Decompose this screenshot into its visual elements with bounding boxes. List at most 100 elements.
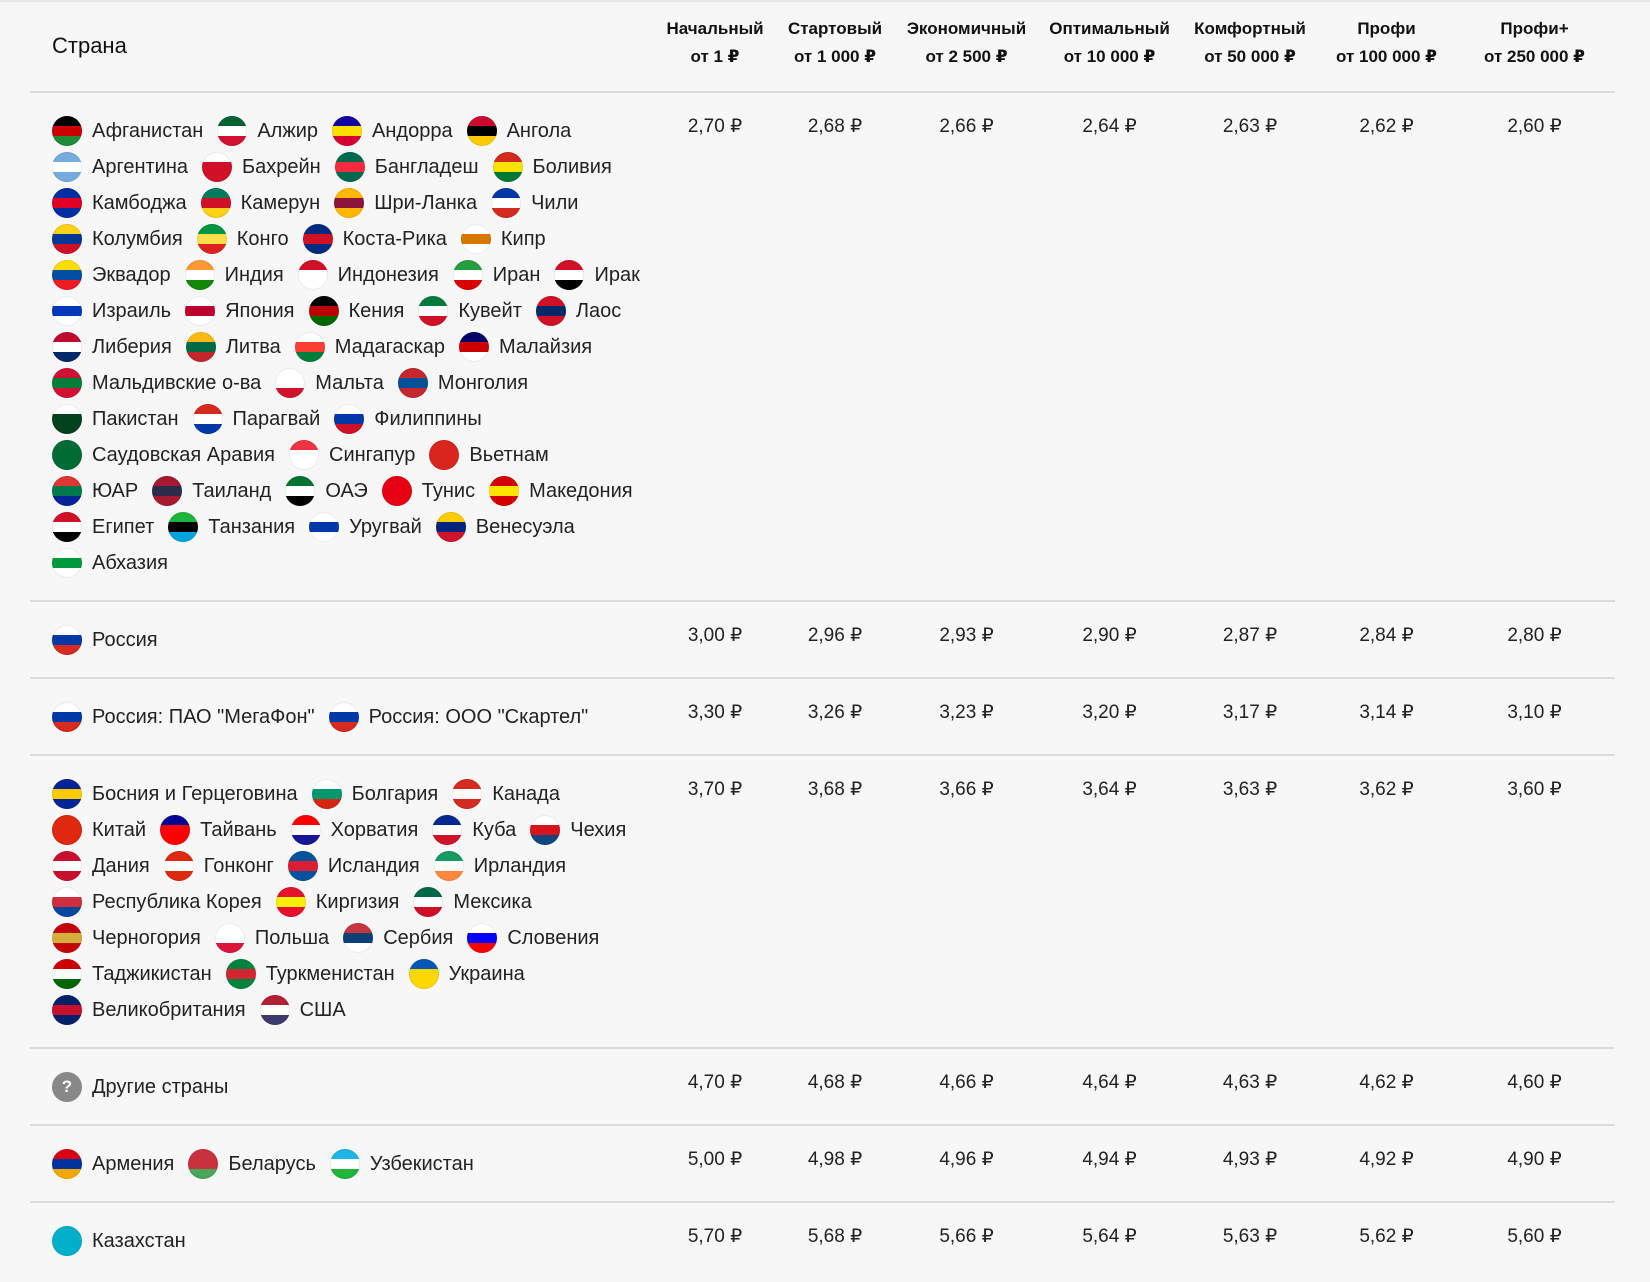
country-name: Кипр: [500, 227, 546, 250]
price-cell: 5,70 ₽: [687, 1226, 743, 1247]
country-item: ОАЭ: [285, 473, 368, 509]
price-cell: 2,87 ₽: [1181, 601, 1319, 679]
flag-uruguay-icon: [309, 512, 340, 542]
country-item: Армения: [52, 1146, 174, 1182]
flag-turkmenistan-icon: [225, 959, 256, 989]
country-name: Вьетнам: [469, 443, 549, 466]
country-name: Пакистан: [92, 407, 179, 430]
country-name: Таджикистан: [92, 962, 212, 985]
table-row: Россия 3,00 ₽2,96 ₽2,93 ₽2,90 ₽2,87 ₽2,84…: [30, 601, 1615, 679]
price-cell: 2,60 ₽: [1454, 92, 1615, 602]
country-name: Монголия: [437, 371, 529, 394]
country-name: Малайзия: [498, 335, 593, 358]
country-name: Ангола: [506, 119, 572, 142]
table-row: Армения Беларусь Узбекистан 5,00 ₽4,98 ₽4,9…: [30, 1125, 1615, 1203]
country-item: Венесуэла: [435, 509, 575, 545]
tier-header: Комфортный от 50 000 ₽: [1181, 0, 1319, 93]
country-item: Колумбия: [52, 221, 183, 257]
country-name: Танзания: [208, 515, 296, 538]
country-name: Польша: [254, 926, 330, 949]
flag-madagascar-icon: [294, 332, 325, 362]
country-name: Хорватия: [330, 818, 419, 841]
flag-tanzania-icon: [168, 512, 199, 542]
tier-header: Начальный от 1 ₽: [655, 0, 775, 93]
country-name: Колумбия: [92, 227, 183, 250]
price-cell: 5,62 ₽: [1359, 1226, 1414, 1247]
country-list: Армения Беларусь Узбекистан: [52, 1146, 655, 1182]
country-name: Боливия: [532, 155, 612, 178]
country-item: Кипр: [460, 221, 546, 257]
country-item: Боливия: [492, 149, 612, 185]
country-name: Парагвай: [232, 407, 321, 430]
price-cell: 3,20 ₽: [1038, 678, 1181, 756]
country-item: Россия: ООО "Скартел": [328, 699, 588, 735]
country-item: Болгария: [311, 776, 438, 812]
flag-russia-icon: [52, 702, 82, 732]
country-item: Парагвай: [192, 401, 321, 437]
country-list: Россия: ПАО "МегаФон" Россия: ООО "Скарте…: [52, 699, 655, 735]
price-cell: 2,70 ₽: [655, 92, 775, 602]
flag-uae-icon: [285, 476, 316, 506]
country-item: США: [259, 992, 346, 1028]
flag-colombia-icon: [52, 224, 82, 254]
price-cell: 3,68 ₽: [775, 755, 895, 1049]
country-item: Таиланд: [152, 473, 271, 509]
country-item: Кувейт: [418, 293, 522, 329]
price-cell: 2,93 ₽: [895, 601, 1038, 679]
tier-threshold: от 10 000 ₽: [1063, 47, 1156, 66]
flag-russia-icon: [52, 625, 82, 655]
price-cell: 3,63 ₽: [1181, 755, 1319, 1049]
flag-costa-rica-icon: [302, 224, 333, 254]
tier-header: Стартовый от 1 000 ₽: [775, 0, 895, 93]
country-group: Армения Беларусь Узбекистан: [30, 1125, 655, 1203]
country-name: Афганистан: [92, 119, 204, 142]
price-cell: 4,90 ₽: [1454, 1125, 1615, 1203]
country-name: Лаос: [575, 299, 622, 322]
flag-uk-icon: [52, 995, 82, 1025]
flag-saudi-arabia-icon: [52, 440, 82, 470]
country-name: Кувейт: [458, 299, 522, 322]
price-cell: 5,63 ₽: [1222, 1226, 1278, 1247]
country-item: Сингапур: [289, 437, 415, 473]
country-name: Либерия: [92, 335, 172, 358]
tier-threshold: от 2 500 ₽: [925, 47, 1008, 66]
country-item: Республика Корея: [52, 884, 262, 920]
price-cell: 2,68 ₽: [775, 92, 895, 602]
table-header: Страна Начальный от 1 ₽ Стартовый от 1 000…: [30, 0, 1615, 93]
country-name: Конго: [236, 227, 289, 250]
flag-lithuania-icon: [185, 332, 216, 362]
country-name: Ирландия: [473, 854, 567, 877]
country-name: Узбекистан: [369, 1152, 474, 1175]
tier-name: Профи: [1357, 19, 1416, 38]
country-item: Ирак: [554, 257, 640, 293]
country-name: Киргизия: [315, 890, 400, 913]
price-cell: 3,62 ₽: [1319, 755, 1454, 1049]
country-item: Ангола: [466, 113, 572, 149]
country-item: Черногория: [52, 920, 201, 956]
flag-sri-lanka-icon: [334, 188, 365, 218]
price-cell: 4,60 ₽: [1454, 1048, 1615, 1126]
country-item: Конго: [196, 221, 289, 257]
country-name: Алжир: [257, 119, 319, 142]
price-cell: 2,84 ₽: [1319, 601, 1454, 679]
flag-croatia-icon: [290, 815, 321, 845]
flag-bulgaria-icon: [311, 779, 342, 809]
flag-russia-icon: [328, 702, 359, 732]
country-item: Мальта: [275, 365, 384, 401]
country-name: ОАЭ: [325, 479, 368, 502]
flag-liberia-icon: [52, 332, 82, 362]
tier-header: Профи от 100 000 ₽: [1319, 0, 1454, 93]
country-name: Япония: [225, 299, 295, 322]
country-list: Россия: [52, 622, 655, 658]
country-item: Монголия: [397, 365, 529, 401]
flag-korea-icon: [52, 887, 82, 917]
flag-paraguay-icon: [192, 404, 223, 434]
price-cell: 2,66 ₽: [895, 92, 1038, 602]
country-name: Россия: ПАО "МегаФон": [92, 705, 315, 728]
flag-pakistan-icon: [52, 404, 82, 434]
flag-bolivia-icon: [492, 152, 523, 182]
flag-japan-icon: [185, 296, 216, 326]
flag-uzbekistan-icon: [329, 1149, 360, 1179]
country-item: Канада: [452, 776, 560, 812]
country-name: Аргентина: [92, 155, 188, 178]
